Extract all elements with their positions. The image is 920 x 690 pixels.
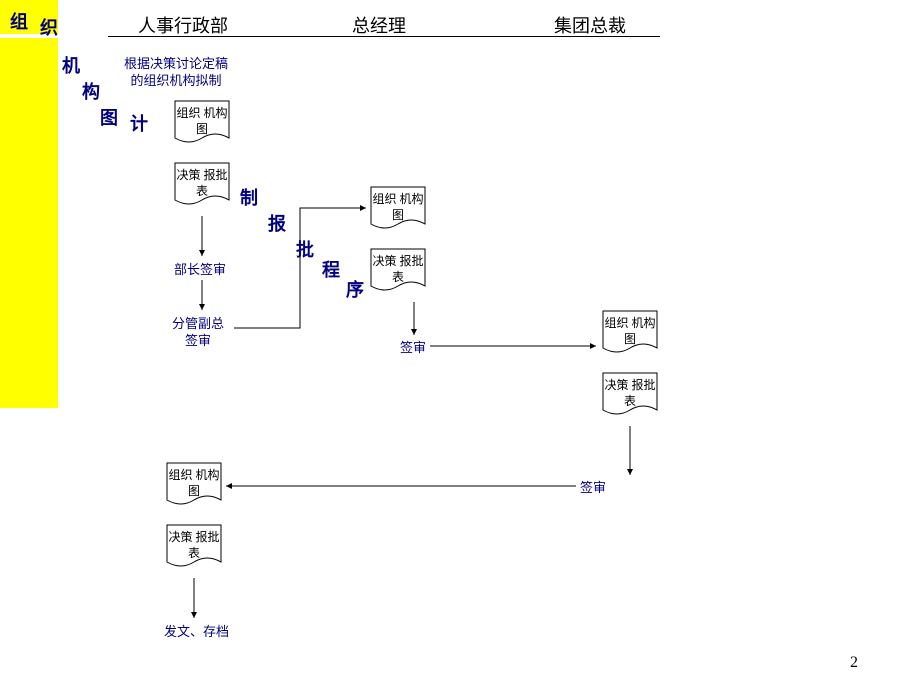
swimlane-header: 人事行政部 [138, 12, 228, 38]
document-node: 决策 报批表 [166, 524, 222, 570]
step-label: 分管副总 签审 [172, 316, 224, 350]
document-node: 决策 报批表 [602, 372, 658, 418]
swimlane-header: 总经理 [352, 12, 406, 38]
document-node: 决策 报批表 [370, 248, 426, 294]
title-char: 机 [62, 52, 80, 78]
document-label: 组织 机构图 [602, 316, 658, 347]
document-label: 组织 机构图 [166, 468, 222, 499]
title-char: 程 [322, 256, 340, 282]
title-char: 计 [130, 110, 148, 136]
step-label: 根据决策讨论定稿 的组织机构拟制 [124, 56, 228, 90]
document-label: 决策 报批表 [602, 378, 658, 409]
document-label: 决策 报批表 [166, 530, 222, 561]
connector-layer [0, 0, 920, 690]
document-node: 决策 报批表 [174, 162, 230, 208]
step-label: 签审 [580, 480, 606, 497]
title-char: 序 [346, 276, 364, 302]
document-label: 决策 报批表 [174, 168, 230, 199]
title-char: 织 [40, 14, 58, 40]
title-char: 制 [240, 184, 258, 210]
step-label: 发文、存档 [164, 624, 229, 641]
document-node: 组织 机构图 [174, 100, 230, 146]
step-label: 部长签审 [174, 262, 226, 279]
document-label: 决策 报批表 [370, 254, 426, 285]
document-node: 组织 机构图 [166, 462, 222, 508]
title-char: 图 [100, 104, 118, 130]
document-node: 组织 机构图 [602, 310, 658, 356]
title-char: 报 [268, 210, 286, 236]
title-char: 组 [10, 8, 28, 34]
document-label: 组织 机构图 [370, 192, 426, 223]
document-label: 组织 机构图 [174, 106, 230, 137]
sidebar-yellow-block [0, 38, 58, 408]
step-label: 签审 [400, 340, 426, 357]
swimlane-header: 集团总裁 [554, 12, 626, 38]
title-char: 批 [296, 236, 314, 262]
page-number: 2 [850, 654, 858, 672]
document-node: 组织 机构图 [370, 186, 426, 232]
title-char: 构 [82, 78, 100, 104]
